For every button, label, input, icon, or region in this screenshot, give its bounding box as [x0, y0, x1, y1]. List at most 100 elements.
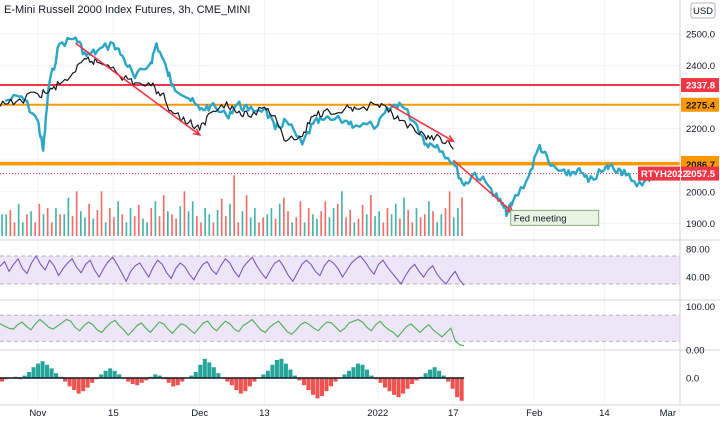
macd-bar-11	[49, 368, 54, 378]
macd-bar-53	[238, 378, 243, 394]
macd-bar-68	[306, 378, 311, 390]
macd-bar-100	[450, 378, 455, 389]
volume-bar-10	[42, 214, 45, 236]
time-tick-label-4: 2022	[367, 408, 388, 419]
macd-bar-16	[72, 378, 77, 390]
trend-line-1[interactable]	[388, 103, 454, 142]
volume-bar-46	[191, 201, 194, 236]
volume-bar-92	[382, 222, 385, 236]
currency-badge[interactable]: USD	[690, 2, 716, 19]
volume-bar-103	[428, 201, 430, 236]
macd-bar-96	[432, 367, 437, 378]
macd-bar-92	[414, 378, 419, 381]
fed-meeting-annotation[interactable]: Fed meeting	[510, 209, 600, 226]
volume-bar-33	[137, 205, 140, 236]
volume-bar-38	[158, 216, 161, 236]
volume-bar-21	[88, 203, 90, 236]
macd-bar-85	[383, 378, 388, 388]
volume-bar-4	[17, 203, 20, 236]
macd-bar-32	[144, 378, 149, 381]
symbol-tag-text: RTYH2022	[641, 169, 688, 180]
horizontal-levels[interactable]	[0, 84, 680, 175]
macd-bar-69	[310, 378, 315, 395]
volume-bar-19	[79, 211, 82, 236]
time-tick-label-3: 13	[259, 408, 270, 419]
volume-bar-100	[415, 208, 418, 236]
time-axis[interactable]: Nov 15 Dec 13 2022 17 Feb 14 Mar	[29, 408, 676, 419]
macd-bar-63	[283, 363, 288, 378]
macd-bar-26	[117, 374, 122, 378]
volume-bar-87	[361, 205, 364, 236]
macd-bar-87	[392, 378, 397, 395]
stoch-tick-label-1: 0.00	[686, 346, 705, 357]
volume-bar-18	[75, 191, 78, 236]
macd-bar-12	[54, 373, 59, 378]
price-series	[0, 36, 655, 218]
time-tick-label-6: Feb	[526, 408, 542, 419]
macd-bar-79	[355, 363, 361, 378]
macd-bar-50	[225, 378, 230, 382]
macd-bar-17	[76, 378, 81, 394]
macd-bar-88	[396, 378, 401, 398]
series-line-0	[5, 36, 655, 218]
volume-bar-53	[220, 198, 223, 236]
volume-bar-71	[295, 217, 298, 236]
macd-bar-5	[22, 375, 27, 378]
annotation-box[interactable]	[510, 209, 600, 226]
macd-bar-60	[270, 364, 275, 378]
volume-bar-62	[258, 222, 260, 236]
volume-bar-7	[30, 211, 32, 236]
macd-bar-89	[401, 378, 406, 394]
macd-bar-6	[27, 372, 32, 378]
volume-bar-66	[274, 218, 277, 236]
price-tick-label-0: 2500.0	[686, 29, 715, 40]
macd-bar-45	[202, 358, 207, 378]
macd-bar-52	[234, 378, 239, 390]
volume-bar-37	[154, 201, 157, 236]
time-tick-label-2: Dec	[191, 408, 208, 419]
price-tick-label-1: 2400.0	[686, 61, 715, 72]
macd-bar-99	[446, 378, 451, 382]
macd-bar-94	[423, 373, 428, 378]
volume-bar-48	[200, 222, 202, 236]
volume-bar-25	[104, 222, 107, 236]
volume-bar-30	[125, 222, 128, 236]
volume-bar-75	[312, 214, 314, 236]
volume-bar-102	[423, 214, 426, 236]
trend-line-0[interactable]	[75, 42, 201, 136]
macd-bar-82	[369, 375, 374, 378]
macd-bar-61	[274, 360, 279, 378]
macd-bar-39	[175, 378, 180, 386]
volume-bar-59	[245, 195, 248, 236]
macd-bar-47	[211, 367, 216, 378]
currency-badge-box[interactable]	[690, 2, 716, 19]
macd-bar-66	[297, 378, 302, 381]
volume-bar-86	[357, 218, 360, 236]
volume-bar-93	[386, 208, 389, 236]
volume-bar-108	[448, 191, 451, 236]
volume-bar-94	[390, 214, 393, 236]
rsi-band	[0, 256, 680, 284]
volume-bar-88	[365, 214, 368, 236]
rsi-tick-label-1: 40.00	[686, 273, 710, 284]
chart-title: E-Mini Russell 2000 Index Futures, 3h, C…	[4, 4, 250, 16]
macd-bar-56	[252, 378, 257, 382]
volume-bar-31	[129, 208, 132, 236]
level-tag-text-1: 2275.4	[686, 100, 716, 111]
macd-bar-8	[36, 363, 41, 378]
macd-bar-86	[387, 378, 392, 392]
volume-bar-98	[407, 209, 410, 236]
volume-bar-39	[162, 195, 165, 236]
volume-bar-57	[237, 222, 240, 236]
volume-bar-101	[419, 217, 422, 236]
volume-bar-104	[432, 211, 434, 236]
macd-bar-95	[428, 369, 433, 378]
macd-bar-10	[45, 364, 50, 378]
volume-bar-26	[108, 208, 111, 236]
macd-bar-14	[63, 378, 68, 382]
volume-bar-35	[146, 222, 148, 236]
trend-line-2[interactable]	[452, 159, 514, 213]
volume-bar-111	[461, 197, 463, 236]
volume-bar-11	[46, 208, 49, 236]
